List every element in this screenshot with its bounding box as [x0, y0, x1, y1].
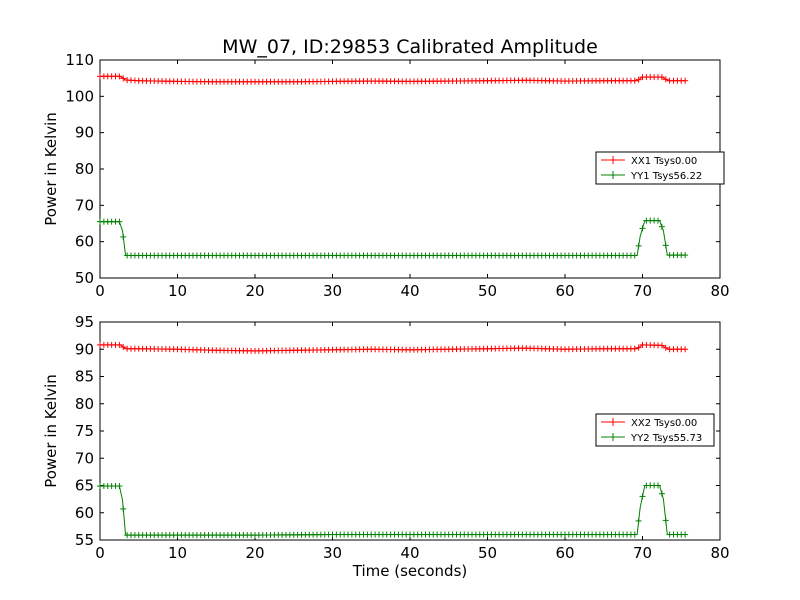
- y-tick-label: 70: [75, 449, 94, 467]
- legend-box: [595, 413, 715, 447]
- y-tick-label: 60: [75, 233, 94, 251]
- y-tick-label: 50: [75, 269, 94, 287]
- x-tick-label: 70: [633, 282, 652, 300]
- x-tick-label: 40: [400, 544, 419, 562]
- x-tick-label: 20: [245, 544, 264, 562]
- x-tick-label: 10: [168, 282, 187, 300]
- x-tick-label: 60: [555, 544, 574, 562]
- x-tick-label: 60: [555, 282, 574, 300]
- y-tick-label: 60: [75, 504, 94, 522]
- x-tick-label: 30: [323, 544, 342, 562]
- series-line: [100, 485, 686, 536]
- legend: XX1 Tsys0.00 YY1 Tsys56.22: [595, 151, 725, 185]
- legend-label: YY1 Tsys56.22: [630, 171, 702, 182]
- legend-box: [595, 151, 725, 185]
- y-tick-label: 90: [75, 124, 94, 142]
- y-tick-label: 75: [75, 422, 94, 440]
- x-tick-label: 50: [478, 282, 497, 300]
- x-tick-label: 80: [710, 544, 729, 562]
- y-tick-label: 85: [75, 368, 94, 386]
- x-tick-label: 40: [400, 282, 419, 300]
- x-tick-label: 0: [95, 544, 105, 562]
- y-tick-label: 100: [65, 87, 94, 105]
- x-tick-label: 70: [633, 544, 652, 562]
- series-markers: [97, 217, 689, 259]
- y-tick-label: 80: [75, 395, 94, 413]
- y-tick-label: 65: [75, 477, 94, 495]
- y-tick-label: 70: [75, 196, 94, 214]
- top-panel: 0 10 20 30 40 50 60 70 80 50 60 70 80 90 100 110 Power i…: [42, 51, 730, 300]
- legend-label: XX1 Tsys0.00: [631, 156, 697, 167]
- y-tick-label: 90: [75, 340, 94, 358]
- bottom-panel: 0 10 20 30 40 50 60 70 80 55 60 65 70 75 80 85 90 95 Power…: [42, 313, 730, 562]
- y-axis-label: Power in Kelvin: [42, 112, 60, 226]
- x-tick-label: 30: [323, 282, 342, 300]
- series-markers: [97, 482, 689, 539]
- series-markers: [97, 341, 689, 354]
- y-axis-label: Power in Kelvin: [42, 374, 60, 488]
- x-axis-label: Time (seconds): [352, 562, 468, 580]
- x-tick-label: 50: [478, 544, 497, 562]
- y-tick-label: 80: [75, 160, 94, 178]
- series-line: [100, 220, 686, 256]
- legend-label: YY2 Tsys55.73: [630, 433, 702, 444]
- y-tick-label: 110: [65, 51, 94, 69]
- x-tick-label: 80: [710, 282, 729, 300]
- x-tick-label: 0: [95, 282, 105, 300]
- series-markers: [97, 73, 689, 85]
- legend: XX2 Tsys0.00 YY2 Tsys55.73: [595, 413, 715, 447]
- x-tick-label: 20: [245, 282, 264, 300]
- chart-title: MW_07, ID:29853 Calibrated Amplitude: [222, 36, 598, 58]
- legend-label: XX2 Tsys0.00: [631, 418, 697, 429]
- x-tick-label: 10: [168, 544, 187, 562]
- y-tick-label: 95: [75, 313, 94, 331]
- y-tick-label: 55: [75, 531, 94, 549]
